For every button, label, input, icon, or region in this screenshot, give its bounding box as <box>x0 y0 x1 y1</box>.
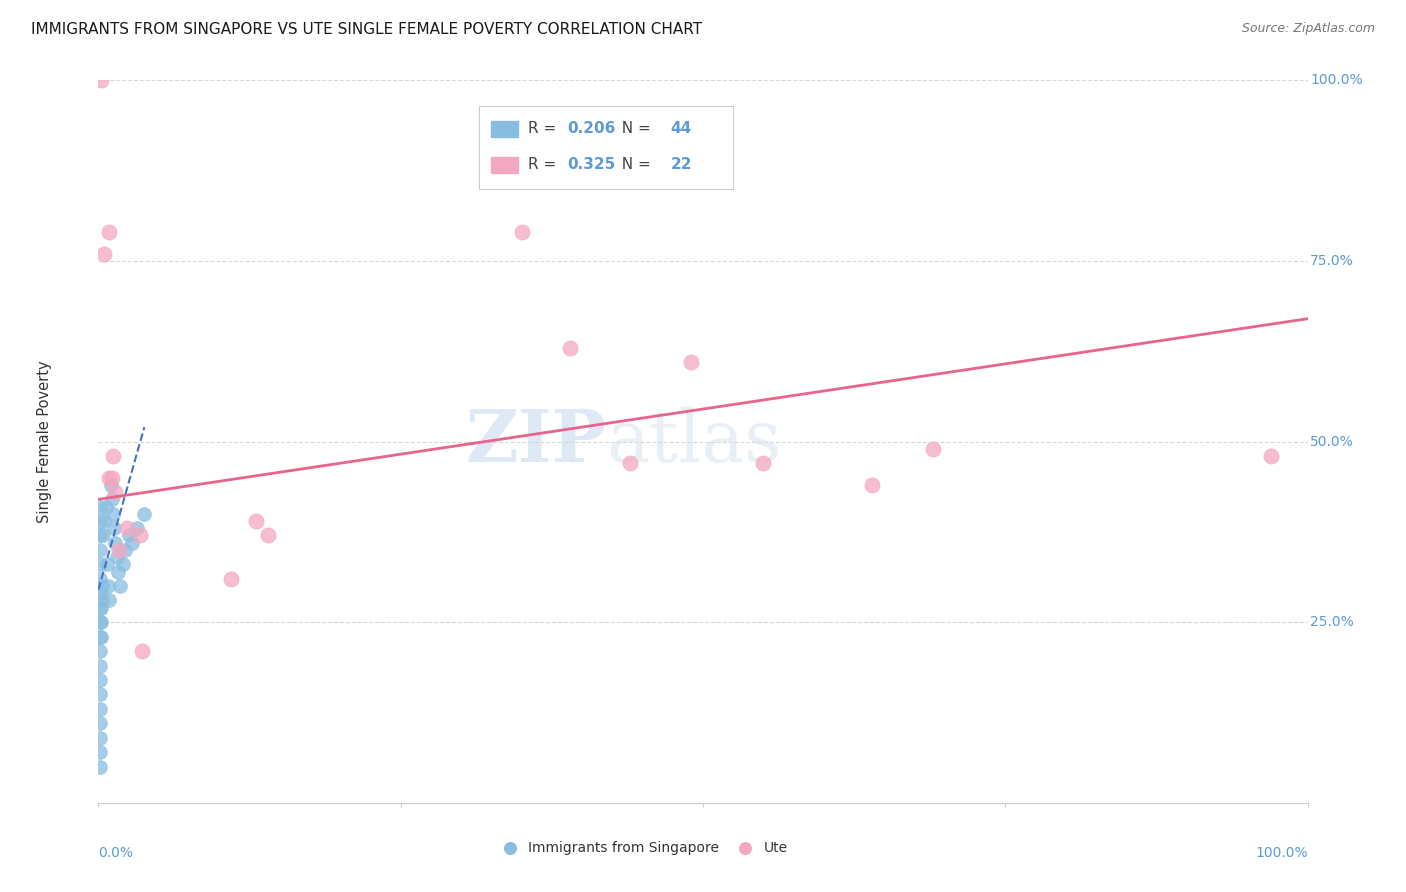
Point <box>89 745 111 759</box>
Point <box>89 500 111 514</box>
Text: R =: R = <box>527 157 561 172</box>
Point <box>510 225 533 239</box>
Point <box>89 558 111 572</box>
Point <box>118 528 141 542</box>
Point <box>98 470 121 484</box>
Point <box>89 600 111 615</box>
Point <box>89 673 111 687</box>
Point <box>117 521 139 535</box>
Point <box>498 840 520 855</box>
Text: N =: N = <box>613 121 657 136</box>
Bar <box>492 120 517 136</box>
Point <box>860 478 883 492</box>
Point <box>245 514 267 528</box>
FancyBboxPatch shape <box>479 105 734 189</box>
Point <box>90 630 112 644</box>
Point <box>89 702 111 716</box>
Text: Ute: Ute <box>763 840 787 855</box>
Point <box>121 535 143 549</box>
Point <box>98 225 121 239</box>
Point <box>94 500 117 514</box>
Point <box>100 492 122 507</box>
Point <box>558 341 581 355</box>
Point <box>619 456 641 470</box>
Text: N =: N = <box>613 157 657 172</box>
Point <box>127 521 149 535</box>
Point <box>97 579 120 593</box>
Text: 22: 22 <box>671 157 692 172</box>
Text: 25.0%: 25.0% <box>1310 615 1354 629</box>
Point <box>256 528 278 542</box>
Point <box>100 478 122 492</box>
Point <box>111 558 134 572</box>
Point <box>921 442 943 456</box>
Point <box>98 593 121 607</box>
Point <box>89 658 111 673</box>
Point <box>131 644 153 658</box>
Text: 50.0%: 50.0% <box>1310 434 1354 449</box>
Text: 0.206: 0.206 <box>568 121 616 136</box>
Point <box>1260 449 1282 463</box>
Point <box>89 760 111 774</box>
Point <box>89 514 111 528</box>
Point <box>89 731 111 745</box>
Text: 100.0%: 100.0% <box>1310 73 1362 87</box>
Text: 0.325: 0.325 <box>568 157 616 172</box>
Point <box>93 514 115 528</box>
Point <box>103 521 125 535</box>
Point <box>91 579 114 593</box>
Point <box>108 579 131 593</box>
Point <box>107 565 129 579</box>
Text: ZIP: ZIP <box>465 406 606 477</box>
Point <box>93 246 115 260</box>
Text: 100.0%: 100.0% <box>1256 847 1308 860</box>
Point <box>89 528 111 542</box>
Point <box>108 542 131 557</box>
Point <box>100 470 122 484</box>
Point <box>89 630 111 644</box>
Point <box>104 485 127 500</box>
Text: 75.0%: 75.0% <box>1310 254 1354 268</box>
Text: Single Female Poverty: Single Female Poverty <box>37 360 52 523</box>
Bar <box>492 157 517 173</box>
Point <box>89 644 111 658</box>
Point <box>104 535 127 549</box>
Point <box>221 572 243 586</box>
Point <box>752 456 775 470</box>
Point <box>105 550 128 565</box>
Point <box>89 716 111 731</box>
Point <box>114 542 136 557</box>
Point <box>96 558 118 572</box>
Text: Source: ZipAtlas.com: Source: ZipAtlas.com <box>1241 22 1375 36</box>
Point <box>128 528 150 542</box>
Point <box>734 840 756 855</box>
Text: Immigrants from Singapore: Immigrants from Singapore <box>527 840 718 855</box>
Point <box>89 542 111 557</box>
Text: R =: R = <box>527 121 561 136</box>
Point <box>90 600 112 615</box>
Point <box>101 449 124 463</box>
Text: 44: 44 <box>671 121 692 136</box>
Point <box>89 615 111 630</box>
Point <box>89 586 111 600</box>
Text: atlas: atlas <box>606 406 782 477</box>
Point <box>679 355 702 369</box>
Point <box>89 572 111 586</box>
Point <box>91 593 114 607</box>
Point <box>91 528 114 542</box>
Point <box>90 615 112 630</box>
Point <box>134 507 156 521</box>
Point <box>89 687 111 701</box>
Point <box>90 73 112 87</box>
Text: 0.0%: 0.0% <box>98 847 134 860</box>
Point <box>101 507 124 521</box>
Text: IMMIGRANTS FROM SINGAPORE VS UTE SINGLE FEMALE POVERTY CORRELATION CHART: IMMIGRANTS FROM SINGAPORE VS UTE SINGLE … <box>31 22 702 37</box>
